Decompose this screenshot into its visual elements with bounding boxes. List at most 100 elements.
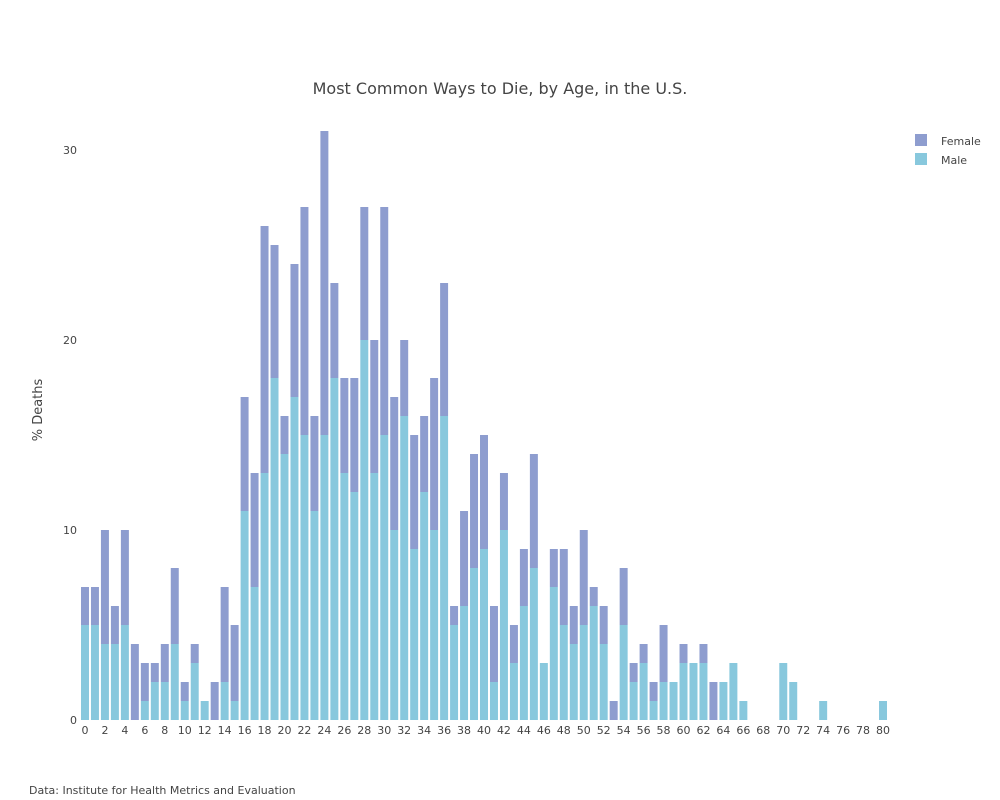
bar-female-age-24[interactable] bbox=[320, 131, 329, 435]
bar-female-age-56[interactable] bbox=[639, 644, 648, 663]
bar-female-age-42[interactable] bbox=[499, 473, 508, 530]
bar-male-age-66[interactable] bbox=[739, 701, 748, 720]
bar-male-age-17[interactable] bbox=[250, 587, 259, 720]
bar-male-age-39[interactable] bbox=[470, 568, 479, 720]
bar-male-age-20[interactable] bbox=[280, 454, 289, 720]
bar-female-age-11[interactable] bbox=[190, 644, 199, 663]
bar-female-age-14[interactable] bbox=[220, 587, 229, 682]
bar-female-age-26[interactable] bbox=[340, 378, 349, 473]
bar-female-age-41[interactable] bbox=[489, 606, 498, 682]
bar-male-age-8[interactable] bbox=[160, 682, 169, 720]
bar-female-age-40[interactable] bbox=[480, 435, 488, 549]
bar-female-age-54[interactable] bbox=[619, 568, 628, 625]
bar-female-age-10[interactable] bbox=[180, 682, 189, 701]
bar-male-age-59[interactable] bbox=[669, 682, 678, 720]
bar-male-age-11[interactable] bbox=[190, 663, 199, 720]
bar-male-age-38[interactable] bbox=[460, 606, 469, 720]
bar-female-age-43[interactable] bbox=[509, 625, 518, 663]
bar-male-age-37[interactable] bbox=[450, 625, 459, 720]
bar-female-age-5[interactable] bbox=[130, 644, 139, 720]
bar-female-age-20[interactable] bbox=[280, 416, 289, 454]
bar-male-age-35[interactable] bbox=[430, 530, 439, 720]
bar-female-age-57[interactable] bbox=[649, 682, 658, 701]
bar-male-age-57[interactable] bbox=[649, 701, 658, 720]
bar-male-age-51[interactable] bbox=[589, 606, 598, 720]
bar-male-age-4[interactable] bbox=[120, 625, 129, 720]
bar-female-age-44[interactable] bbox=[519, 549, 528, 606]
bar-female-age-13[interactable] bbox=[210, 682, 219, 720]
bar-male-age-23[interactable] bbox=[310, 511, 319, 720]
bar-female-age-58[interactable] bbox=[659, 625, 668, 682]
bar-male-age-27[interactable] bbox=[350, 492, 359, 720]
bar-female-age-52[interactable] bbox=[599, 606, 608, 644]
bar-female-age-36[interactable] bbox=[440, 283, 449, 416]
bar-male-age-7[interactable] bbox=[150, 682, 159, 720]
bar-male-age-12[interactable] bbox=[200, 701, 209, 720]
bar-female-age-29[interactable] bbox=[370, 340, 379, 473]
bar-female-age-16[interactable] bbox=[240, 397, 249, 511]
bar-female-age-63[interactable] bbox=[709, 682, 718, 720]
bar-male-age-9[interactable] bbox=[170, 644, 179, 720]
bar-male-age-30[interactable] bbox=[380, 435, 389, 720]
bar-female-age-6[interactable] bbox=[140, 663, 149, 701]
bar-male-age-49[interactable] bbox=[569, 644, 578, 720]
bar-male-age-45[interactable] bbox=[529, 568, 538, 720]
bar-male-age-47[interactable] bbox=[549, 587, 558, 720]
bar-male-age-28[interactable] bbox=[360, 340, 369, 720]
bar-female-age-9[interactable] bbox=[170, 568, 179, 644]
bar-female-age-47[interactable] bbox=[549, 549, 558, 587]
bar-male-age-16[interactable] bbox=[240, 511, 249, 720]
bar-male-age-48[interactable] bbox=[559, 625, 568, 720]
bar-male-age-55[interactable] bbox=[629, 682, 638, 720]
legend-item-female[interactable]: Female bbox=[915, 134, 981, 148]
bar-female-age-49[interactable] bbox=[569, 606, 578, 644]
bar-female-age-31[interactable] bbox=[390, 397, 399, 530]
bar-female-age-45[interactable] bbox=[529, 454, 538, 568]
bar-male-age-31[interactable] bbox=[390, 530, 399, 720]
bar-male-age-24[interactable] bbox=[320, 435, 329, 720]
bar-female-age-3[interactable] bbox=[110, 606, 119, 644]
bar-male-age-41[interactable] bbox=[489, 682, 498, 720]
bar-female-age-0[interactable] bbox=[81, 587, 89, 625]
bar-female-age-33[interactable] bbox=[410, 435, 419, 549]
bar-male-age-60[interactable] bbox=[679, 663, 688, 720]
bar-female-age-21[interactable] bbox=[290, 264, 299, 397]
bar-male-age-44[interactable] bbox=[519, 606, 528, 720]
bar-male-age-19[interactable] bbox=[270, 378, 279, 720]
bar-female-age-60[interactable] bbox=[679, 644, 688, 663]
bar-male-age-14[interactable] bbox=[220, 682, 229, 720]
bar-male-age-36[interactable] bbox=[440, 416, 449, 720]
bar-female-age-15[interactable] bbox=[230, 625, 239, 701]
bar-male-age-32[interactable] bbox=[400, 416, 409, 720]
bar-male-age-58[interactable] bbox=[659, 682, 668, 720]
bar-male-age-80[interactable] bbox=[879, 701, 887, 720]
bar-female-age-25[interactable] bbox=[330, 283, 339, 378]
bar-female-age-53[interactable] bbox=[609, 701, 618, 720]
bar-male-age-74[interactable] bbox=[819, 701, 828, 720]
bar-female-age-30[interactable] bbox=[380, 207, 389, 435]
bar-male-age-21[interactable] bbox=[290, 397, 299, 720]
bar-female-age-28[interactable] bbox=[360, 207, 369, 340]
bar-male-age-52[interactable] bbox=[599, 644, 608, 720]
bar-female-age-17[interactable] bbox=[250, 473, 259, 587]
bar-male-age-65[interactable] bbox=[729, 663, 738, 720]
bar-female-age-2[interactable] bbox=[100, 530, 109, 644]
bar-male-age-33[interactable] bbox=[410, 549, 419, 720]
bar-female-age-34[interactable] bbox=[420, 416, 429, 492]
bar-female-age-51[interactable] bbox=[589, 587, 598, 606]
bar-female-age-27[interactable] bbox=[350, 378, 359, 492]
bar-male-age-61[interactable] bbox=[689, 663, 698, 720]
bar-male-age-2[interactable] bbox=[100, 644, 109, 720]
bar-male-age-62[interactable] bbox=[699, 663, 708, 720]
bar-female-age-19[interactable] bbox=[270, 245, 279, 378]
bar-male-age-54[interactable] bbox=[619, 625, 628, 720]
bar-male-age-34[interactable] bbox=[420, 492, 429, 720]
bar-male-age-50[interactable] bbox=[579, 625, 588, 720]
bar-male-age-26[interactable] bbox=[340, 473, 349, 720]
bar-male-age-1[interactable] bbox=[90, 625, 99, 720]
bar-female-age-8[interactable] bbox=[160, 644, 169, 682]
bar-female-age-23[interactable] bbox=[310, 416, 319, 511]
bar-male-age-10[interactable] bbox=[180, 701, 189, 720]
bar-male-age-71[interactable] bbox=[789, 682, 798, 720]
bar-male-age-25[interactable] bbox=[330, 378, 339, 720]
